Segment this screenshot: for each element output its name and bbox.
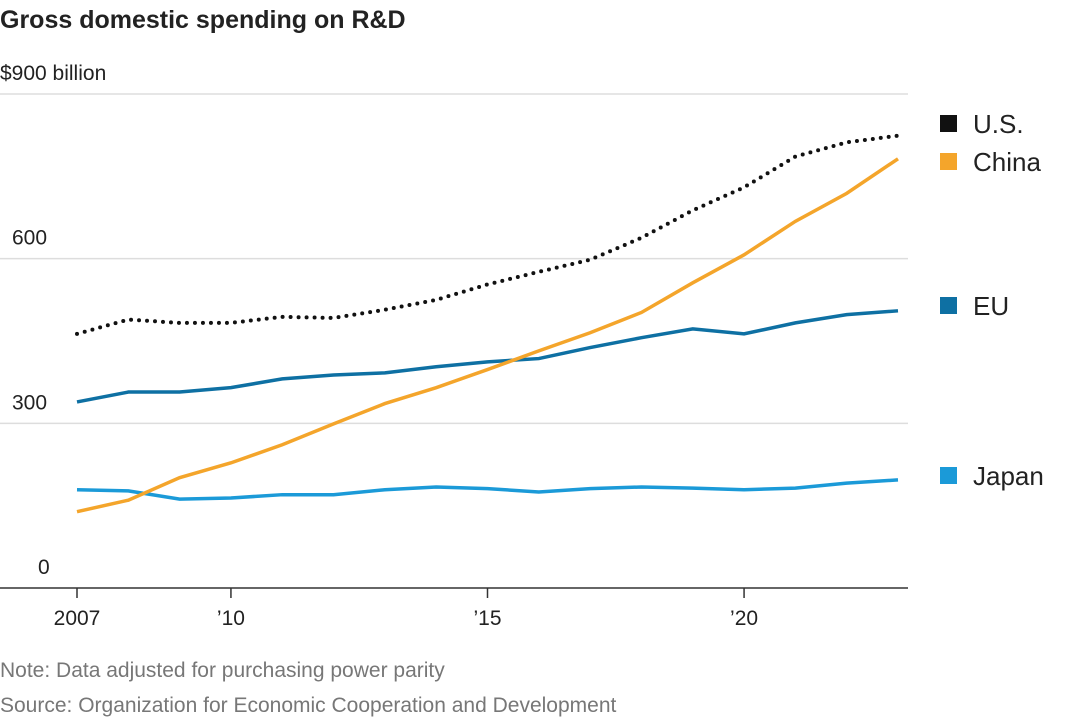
series-line-japan: [76, 478, 899, 501]
y-tick-label: 300: [12, 391, 47, 414]
chart-source: Source: Organization for Economic Cooper…: [0, 694, 617, 717]
legend-label: U.S.: [973, 109, 1024, 139]
legend-label: EU: [973, 291, 1009, 321]
y-tick-label: 600: [12, 227, 47, 250]
x-tick-label: 2007: [54, 607, 101, 630]
legend-swatch: [940, 467, 957, 484]
legend-swatch: [940, 153, 957, 170]
x-tick-label: ’10: [217, 607, 245, 630]
y-tick-label: 0: [38, 556, 50, 579]
series-line-china: [76, 157, 899, 514]
series-line-us: [75, 133, 900, 336]
legend-label: China: [973, 147, 1041, 177]
legend-label: Japan: [973, 461, 1044, 491]
x-tick-label: ’15: [473, 607, 501, 630]
x-tick-label: ’20: [730, 607, 758, 630]
series-line-eu: [76, 309, 899, 404]
legend-swatch: [940, 297, 957, 314]
legend-swatch: [940, 115, 957, 132]
chart-title: Gross domestic spending on R&D: [0, 6, 406, 34]
chart-note: Note: Data adjusted for purchasing power…: [0, 659, 445, 682]
y-tick-label: $900 billion: [0, 62, 106, 85]
